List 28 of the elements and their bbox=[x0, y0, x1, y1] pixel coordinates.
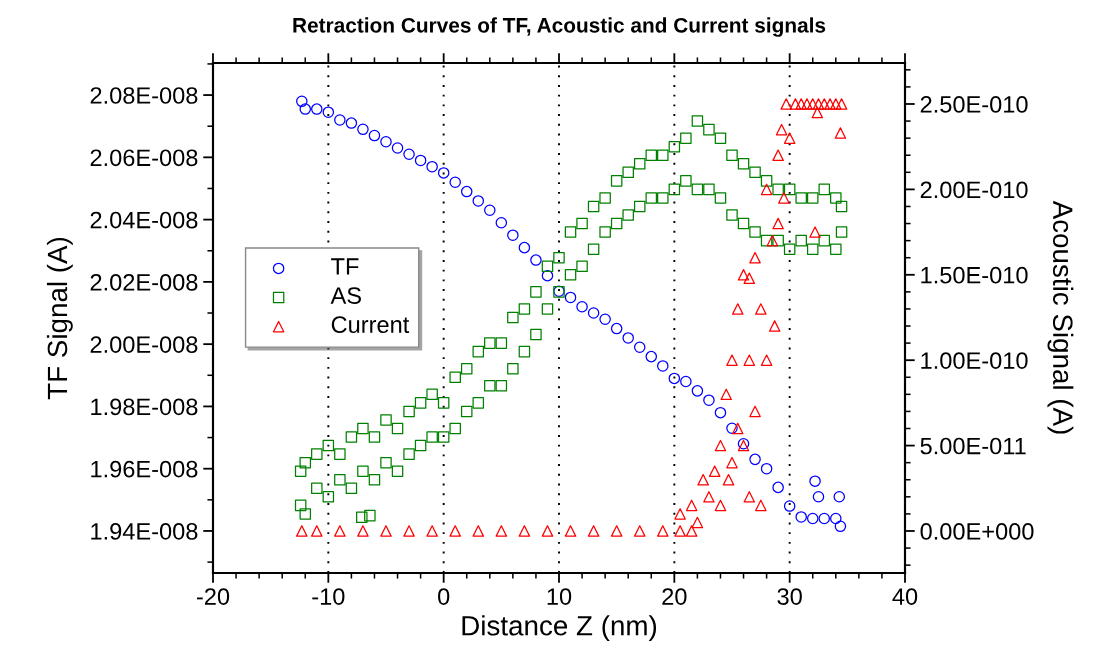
y2-tick-label: 0.00E+000 bbox=[920, 523, 1034, 540]
y-tick-label: 2.06E-008 bbox=[90, 149, 198, 167]
chart-title: Retraction Curves of TF, Acoustic and Current signals bbox=[293, 17, 826, 37]
x-tick-label: 20 bbox=[662, 588, 687, 605]
y2-tick-label: 2.50E-010 bbox=[920, 96, 1028, 113]
y2-axis-title: Acoustic Signal (A) bbox=[1047, 200, 1074, 434]
x-tick-label: 30 bbox=[777, 588, 802, 605]
y-tick-label: 2.00E-008 bbox=[90, 336, 198, 353]
x-tick-label: 10 bbox=[547, 588, 572, 605]
legend-label: Current bbox=[331, 316, 410, 334]
x-axis-title: Distance Z (nm) bbox=[462, 615, 657, 642]
y-tick-label: 2.02E-008 bbox=[90, 273, 198, 291]
y2-tick-label: 2.00E-010 bbox=[920, 181, 1028, 199]
x-tick-label: -20 bbox=[196, 588, 230, 605]
y2-tick-label: 1.00E-010 bbox=[921, 352, 1028, 369]
legend-label: AS bbox=[330, 287, 361, 304]
x-tick-label: 0 bbox=[438, 588, 450, 605]
legend-label: TF bbox=[331, 258, 359, 275]
y-tick-label: 1.98E-008 bbox=[91, 398, 198, 416]
y-axis-title: TF Signal (A) bbox=[46, 237, 73, 400]
x-tick-label: -10 bbox=[312, 588, 345, 605]
y-tick-label: 2.08E-008 bbox=[90, 87, 198, 104]
y-tick-label: 1.94E-008 bbox=[91, 523, 198, 540]
y2-tick-label: 1.50E-010 bbox=[921, 266, 1028, 284]
y2-tick-label: 5.00E-011 bbox=[920, 437, 1026, 455]
y-tick-label: 2.04E-008 bbox=[90, 211, 198, 229]
y-tick-label: 1.96E-008 bbox=[91, 460, 198, 478]
x-tick-label: 40 bbox=[892, 588, 918, 605]
